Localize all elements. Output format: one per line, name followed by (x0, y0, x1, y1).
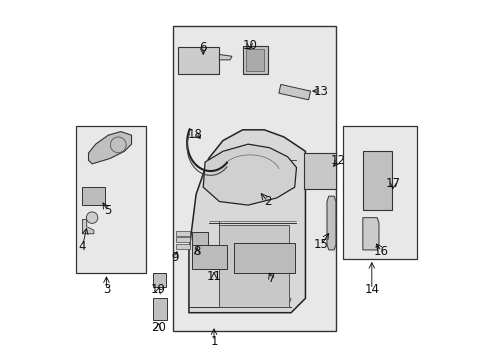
Bar (176, 231, 190, 236)
Text: 19: 19 (151, 283, 165, 296)
Text: 10: 10 (242, 39, 257, 52)
Text: 18: 18 (187, 127, 202, 141)
Text: 11: 11 (206, 270, 221, 283)
Text: 13: 13 (313, 85, 328, 98)
Text: 4: 4 (79, 240, 86, 253)
Text: 15: 15 (313, 238, 328, 251)
Bar (219, 225, 289, 307)
Bar (362, 151, 391, 211)
Bar (153, 298, 167, 320)
Bar (178, 47, 219, 74)
Polygon shape (278, 85, 310, 100)
Polygon shape (203, 144, 296, 205)
Text: 14: 14 (364, 283, 379, 296)
Polygon shape (88, 132, 131, 164)
Polygon shape (326, 196, 335, 250)
Bar (176, 244, 190, 249)
Text: 2: 2 (264, 195, 271, 208)
Text: 3: 3 (102, 283, 110, 296)
Bar (303, 153, 335, 189)
Text: 5: 5 (103, 204, 111, 217)
Text: 16: 16 (373, 244, 388, 257)
Bar (191, 244, 226, 269)
Text: 20: 20 (151, 320, 165, 333)
Bar (242, 45, 267, 74)
Text: 6: 6 (199, 41, 206, 54)
Bar (246, 49, 264, 71)
Text: 7: 7 (267, 272, 275, 285)
Text: 1: 1 (210, 335, 217, 348)
Bar (233, 243, 294, 273)
Circle shape (86, 212, 98, 224)
Bar (82, 187, 104, 205)
Bar (172, 26, 335, 330)
Bar (191, 232, 207, 244)
Polygon shape (188, 130, 305, 313)
Text: 12: 12 (330, 154, 345, 167)
Bar (176, 237, 190, 242)
Bar (343, 126, 416, 259)
Polygon shape (219, 54, 231, 60)
Text: 8: 8 (193, 244, 201, 257)
Text: 17: 17 (385, 177, 400, 190)
Bar (76, 126, 145, 273)
Polygon shape (82, 220, 94, 234)
Text: 9: 9 (171, 251, 178, 264)
Bar (153, 273, 165, 287)
Polygon shape (362, 218, 378, 250)
